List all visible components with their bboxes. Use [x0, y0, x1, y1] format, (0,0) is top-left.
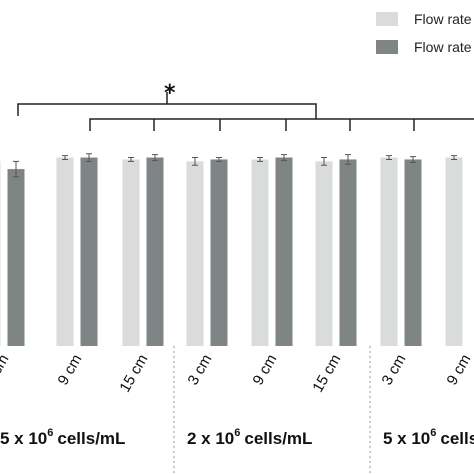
- x-tick-label: 15 cm: [309, 352, 344, 396]
- bar: [80, 157, 98, 346]
- error-bar: [321, 157, 327, 166]
- bar: [7, 169, 25, 346]
- x-tick-label: 9 cm: [54, 352, 85, 389]
- legend: Flow rate Flow rate: [376, 11, 472, 55]
- error-bars: [13, 153, 457, 178]
- x-tick-label: 3 cm: [378, 352, 409, 389]
- x-tick-label: cm: [0, 352, 12, 378]
- x-tick-label: 15 cm: [116, 352, 151, 396]
- error-bar: [257, 157, 263, 162]
- legend-label-flow-rate-2: Flow rate: [414, 39, 472, 55]
- bar: [0, 161, 1, 346]
- bar: [339, 159, 357, 346]
- bar: [404, 159, 422, 346]
- bars: [0, 157, 463, 346]
- bar: [251, 159, 269, 346]
- significance-star: *: [164, 81, 176, 106]
- error-bar: [281, 154, 287, 161]
- error-bar: [386, 155, 392, 160]
- legend-label-flow-rate-1: Flow rate: [414, 11, 472, 27]
- x-tick-label: 3 cm: [184, 352, 215, 389]
- bar: [445, 157, 463, 346]
- error-bar: [410, 156, 416, 163]
- group-label-1: 5 x 106 cells/mL: [0, 427, 125, 448]
- error-bar: [451, 155, 457, 160]
- error-bar: [13, 160, 19, 178]
- error-bar: [216, 157, 222, 162]
- x-tick-label: 9 cm: [249, 352, 280, 389]
- bar: [146, 157, 164, 346]
- error-bar: [62, 155, 68, 160]
- x-tick-label: 9 cm: [443, 352, 474, 389]
- error-bar: [128, 157, 134, 162]
- legend-swatch-flow-rate-1: [376, 12, 398, 26]
- legend-swatch-flow-rate-2: [376, 40, 398, 54]
- group-dividers: [173, 346, 371, 474]
- bar: [380, 157, 398, 346]
- bar: [56, 157, 74, 346]
- error-bar: [152, 154, 158, 161]
- bar: [122, 159, 140, 346]
- lower-bracket: [89, 116, 474, 131]
- bar: [275, 157, 293, 346]
- bar: [210, 159, 228, 346]
- group-labels: 5 x 106 cells/mL 2 x 106 cells/mL 5 x 106 c…: [0, 427, 474, 448]
- bar: [186, 161, 204, 346]
- error-bar: [192, 157, 198, 166]
- x-tick-labels: cm 9 cm 15 cm 3 cm 9 cm 15 cm 3 cm 9 cm: [0, 352, 474, 396]
- top-bracket: [17, 92, 317, 116]
- error-bar: [345, 154, 351, 165]
- error-bar: [86, 153, 92, 162]
- bar: [315, 161, 333, 346]
- significance-brackets: [17, 92, 474, 131]
- group-label-2: 2 x 106 cells/mL: [187, 427, 312, 448]
